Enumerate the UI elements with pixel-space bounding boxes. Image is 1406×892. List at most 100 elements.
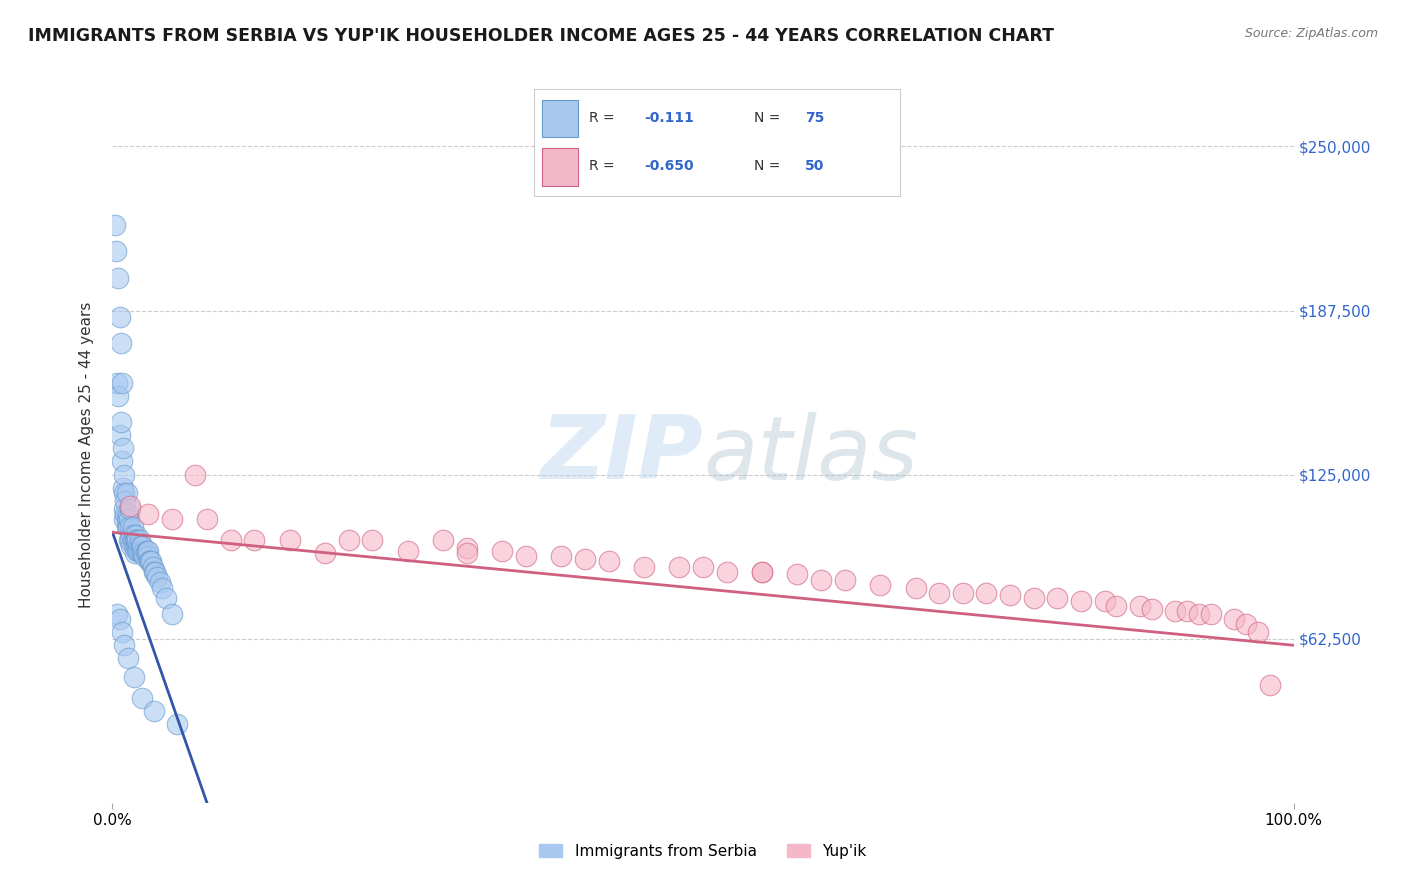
Text: N =: N = bbox=[754, 160, 785, 173]
Point bbox=[1046, 591, 1069, 605]
Point bbox=[115, 520, 138, 534]
Point bbox=[120, 501, 142, 516]
Point bbox=[108, 428, 131, 442]
Point bbox=[998, 588, 1021, 602]
FancyBboxPatch shape bbox=[541, 100, 578, 137]
Point bbox=[396, 543, 419, 558]
Point bbox=[1164, 604, 1187, 618]
Point bbox=[1175, 604, 1198, 618]
Point bbox=[132, 546, 155, 560]
Point bbox=[668, 559, 690, 574]
Point bbox=[160, 512, 183, 526]
Point bbox=[111, 376, 134, 390]
Point bbox=[129, 539, 152, 553]
Point bbox=[121, 533, 143, 548]
Point bbox=[127, 539, 149, 553]
Point bbox=[810, 573, 832, 587]
Point bbox=[337, 533, 360, 548]
Point bbox=[107, 270, 129, 285]
Point bbox=[125, 539, 148, 553]
Point bbox=[110, 415, 132, 429]
Point bbox=[115, 486, 138, 500]
Point bbox=[120, 539, 142, 553]
Point bbox=[491, 543, 513, 558]
Point bbox=[134, 549, 156, 563]
Y-axis label: Householder Income Ages 25 - 44 years: Householder Income Ages 25 - 44 years bbox=[79, 301, 94, 608]
Point bbox=[112, 638, 135, 652]
Point bbox=[716, 565, 738, 579]
Point bbox=[127, 543, 149, 558]
Point bbox=[128, 533, 150, 548]
Text: N =: N = bbox=[754, 112, 785, 125]
Point bbox=[243, 533, 266, 548]
Point bbox=[150, 581, 173, 595]
Point bbox=[1247, 625, 1270, 640]
Point bbox=[111, 454, 134, 468]
Text: 50: 50 bbox=[804, 160, 824, 173]
Point bbox=[120, 499, 142, 513]
Point bbox=[114, 507, 136, 521]
Point bbox=[149, 575, 172, 590]
Text: -0.111: -0.111 bbox=[644, 112, 693, 125]
Point bbox=[110, 336, 132, 351]
Point bbox=[952, 586, 974, 600]
Point bbox=[904, 581, 927, 595]
Point bbox=[105, 244, 128, 259]
Point bbox=[108, 310, 131, 324]
Point bbox=[141, 554, 163, 568]
Point bbox=[928, 586, 950, 600]
Point bbox=[574, 551, 596, 566]
Point bbox=[155, 591, 177, 605]
Point bbox=[122, 528, 145, 542]
Point bbox=[432, 533, 454, 548]
Point bbox=[139, 554, 162, 568]
Point bbox=[128, 543, 150, 558]
Point bbox=[834, 573, 856, 587]
Point bbox=[125, 528, 148, 542]
Point bbox=[143, 565, 166, 579]
Point bbox=[127, 533, 149, 548]
Point bbox=[751, 565, 773, 579]
Point bbox=[1070, 593, 1092, 607]
Text: IMMIGRANTS FROM SERBIA VS YUP'IK HOUSEHOLDER INCOME AGES 25 - 44 YEARS CORRELATI: IMMIGRANTS FROM SERBIA VS YUP'IK HOUSEHO… bbox=[28, 27, 1054, 45]
Point bbox=[136, 507, 159, 521]
Point bbox=[1105, 599, 1128, 613]
Point bbox=[104, 218, 127, 232]
Text: atlas: atlas bbox=[703, 412, 918, 498]
Point bbox=[869, 578, 891, 592]
Point bbox=[142, 704, 165, 718]
Point bbox=[361, 533, 384, 548]
Point bbox=[122, 539, 145, 553]
Point bbox=[105, 376, 128, 390]
Point bbox=[160, 607, 183, 621]
Legend: Immigrants from Serbia, Yup'ik: Immigrants from Serbia, Yup'ik bbox=[533, 838, 873, 864]
Point bbox=[515, 549, 537, 563]
Point bbox=[112, 467, 135, 482]
Point bbox=[131, 543, 153, 558]
Point bbox=[184, 467, 207, 482]
Point bbox=[115, 512, 138, 526]
Point bbox=[118, 512, 141, 526]
Point bbox=[120, 533, 142, 548]
Point bbox=[107, 389, 129, 403]
Point bbox=[131, 539, 153, 553]
Point bbox=[112, 501, 135, 516]
Text: R =: R = bbox=[589, 160, 619, 173]
Point bbox=[117, 507, 139, 521]
Text: Source: ZipAtlas.com: Source: ZipAtlas.com bbox=[1244, 27, 1378, 40]
Point bbox=[1188, 607, 1211, 621]
Point bbox=[112, 442, 135, 456]
Point bbox=[117, 651, 139, 665]
Point bbox=[1223, 612, 1246, 626]
Point bbox=[146, 570, 169, 584]
Point bbox=[112, 512, 135, 526]
Point bbox=[1199, 607, 1222, 621]
Point bbox=[142, 565, 165, 579]
Point bbox=[108, 612, 131, 626]
Point bbox=[138, 554, 160, 568]
Text: ZIP: ZIP bbox=[540, 411, 703, 499]
Point bbox=[692, 559, 714, 574]
Point bbox=[598, 554, 620, 568]
Point bbox=[314, 546, 336, 560]
Point bbox=[124, 546, 146, 560]
